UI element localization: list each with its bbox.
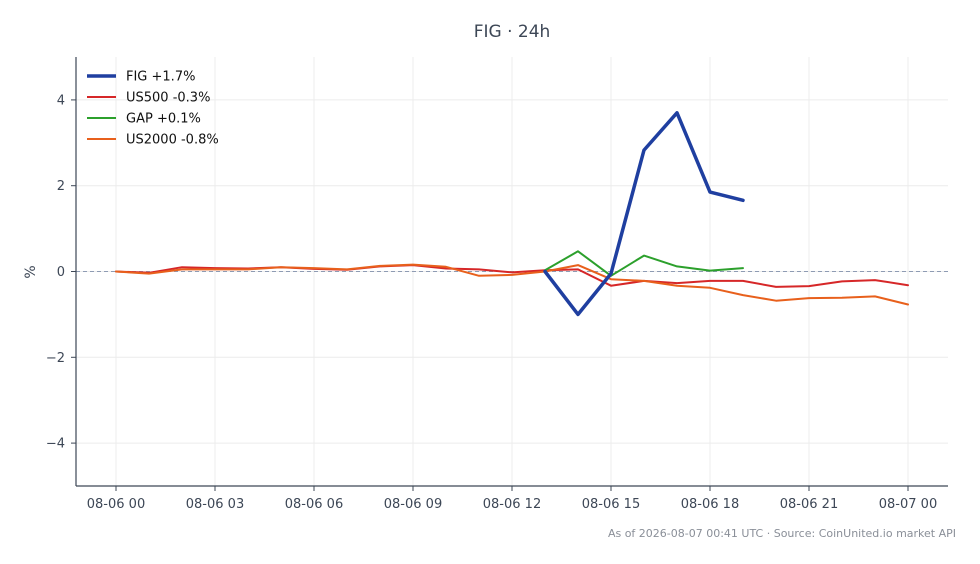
y-tick-label: 0 (57, 265, 65, 280)
x-ticks: 08-06 00 08-06 03 08-06 06 08-06 09 08-06 12… (87, 486, 937, 512)
x-tick-label: 08-07 00 (879, 497, 937, 512)
series-line-fig (543, 111, 745, 317)
grid (76, 57, 948, 486)
x-tick-label: 08-06 06 (285, 497, 343, 512)
x-tick-label: 08-06 15 (582, 497, 640, 512)
legend-label: US500 -0.3% (126, 91, 210, 106)
x-tick-label: 08-06 00 (87, 497, 145, 512)
x-tick-label: 08-06 21 (780, 497, 838, 512)
legend-label: GAP +0.1% (126, 112, 201, 127)
series-lines (115, 111, 909, 317)
y-axis-label: % (23, 265, 39, 278)
y-tick-label: 2 (57, 179, 65, 194)
y-tick-label: 4 (57, 93, 65, 108)
x-tick-label: 08-06 09 (384, 497, 442, 512)
series-line-us2000 (115, 263, 909, 306)
series-line-gap (544, 250, 744, 277)
x-tick-label: 08-06 18 (681, 497, 739, 512)
y-ticks: −4 −2 0 2 4 (46, 93, 76, 452)
x-tick-label: 08-06 12 (483, 497, 541, 512)
legend-label: US2000 -0.8% (126, 133, 219, 148)
y-tick-label: −4 (46, 437, 65, 452)
chart-title: FIG · 24h (474, 22, 551, 42)
legend-label: FIG +1.7% (126, 70, 195, 85)
y-tick-label: −2 (46, 351, 65, 366)
legend: FIG +1.7% US500 -0.3% GAP +0.1% US2000 -0.8… (87, 70, 219, 148)
x-tick-label: 08-06 03 (186, 497, 244, 512)
footer-source: As of 2026-08-07 00:41 UTC · Source: Coi… (608, 527, 956, 540)
